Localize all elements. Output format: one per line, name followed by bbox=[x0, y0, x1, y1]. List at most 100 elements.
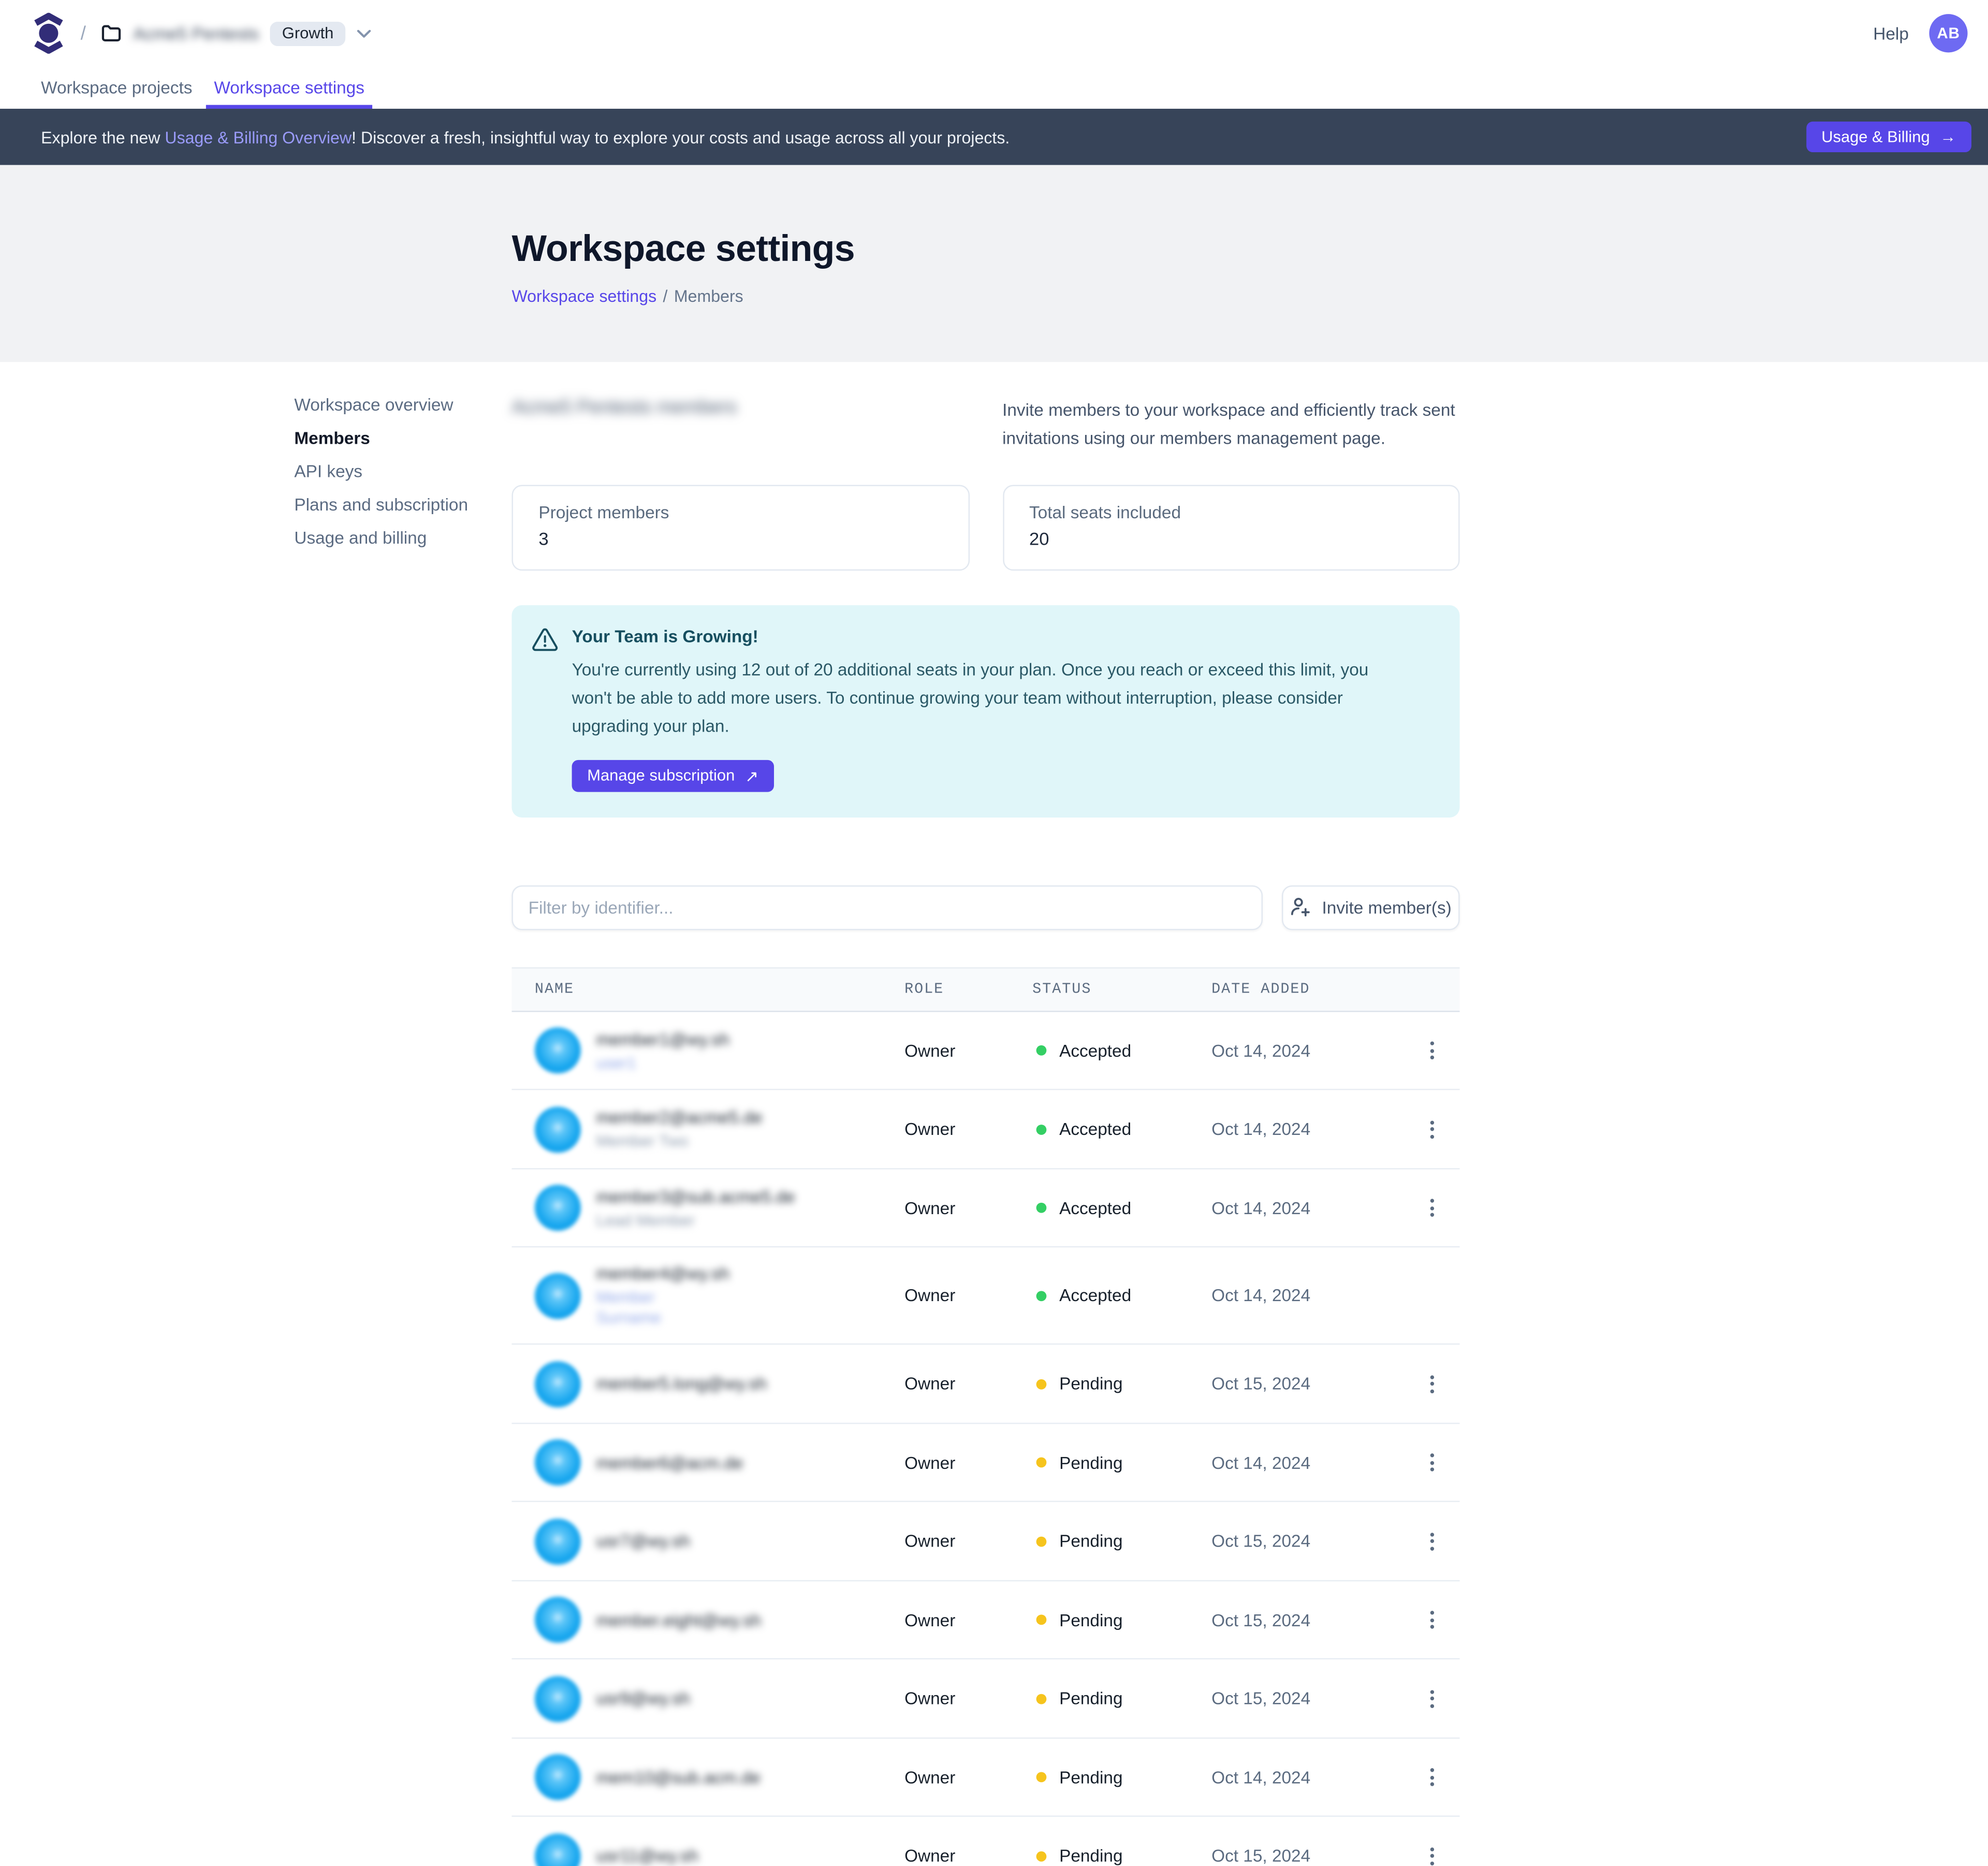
member-email: usr11@wy.sh bbox=[596, 1846, 699, 1865]
workspace-switcher[interactable]: Acme5 Pentests Growth bbox=[101, 21, 371, 46]
banner-text: Explore the new Usage & Billing Overview… bbox=[41, 127, 1010, 147]
status-dot-pending bbox=[1036, 1536, 1047, 1547]
member-username: Member Two bbox=[596, 1132, 689, 1150]
member-avatar bbox=[534, 1027, 581, 1074]
member-email: member6@acm.de bbox=[596, 1452, 743, 1473]
member-role: Owner bbox=[904, 1846, 956, 1865]
banner-link[interactable]: Usage & Billing Overview bbox=[165, 127, 352, 147]
member-role: Owner bbox=[904, 1767, 956, 1787]
member-username: user1 bbox=[596, 1053, 636, 1072]
member-status: Accepted bbox=[1059, 1286, 1132, 1306]
row-menu-icon[interactable] bbox=[1425, 1194, 1439, 1222]
plan-badge: Growth bbox=[270, 21, 345, 46]
table-row: mem10@sub.acm.de Owner Pending Oct 14, 2… bbox=[511, 1739, 1460, 1817]
member-role: Owner bbox=[904, 1041, 956, 1060]
member-avatar bbox=[534, 1675, 581, 1722]
member-date-added: Oct 14, 2024 bbox=[1211, 1198, 1311, 1218]
folder-icon bbox=[101, 24, 122, 42]
breadcrumb-separator: / bbox=[80, 22, 86, 45]
usage-billing-button[interactable]: Usage & Billing → bbox=[1806, 121, 1971, 153]
member-role: Owner bbox=[904, 1119, 956, 1139]
app-logo-icon[interactable] bbox=[32, 12, 65, 54]
row-menu-icon[interactable] bbox=[1425, 1527, 1439, 1555]
col-header-status: STATUS bbox=[1032, 981, 1092, 998]
row-menu-icon[interactable] bbox=[1425, 1037, 1439, 1065]
member-avatar bbox=[534, 1361, 581, 1407]
workspace-name: Acme5 Pentests bbox=[133, 23, 259, 43]
nav-plans-subscription[interactable]: Plans and subscription bbox=[294, 495, 469, 515]
member-avatar bbox=[534, 1439, 581, 1485]
row-menu-icon[interactable] bbox=[1425, 1606, 1439, 1634]
table-row: member3@sub.acme5.de Lead Member Owner A… bbox=[511, 1169, 1460, 1248]
nav-members[interactable]: Members bbox=[294, 428, 370, 448]
promo-banner: Explore the new Usage & Billing Overview… bbox=[0, 109, 1988, 165]
member-status: Pending bbox=[1059, 1767, 1123, 1787]
member-status: Pending bbox=[1059, 1531, 1123, 1551]
settings-nav: Workspace overview Members API keys Plan… bbox=[294, 395, 469, 563]
table-row: member.eight@wy.sh Owner Pending Oct 15,… bbox=[511, 1581, 1460, 1660]
row-menu-icon[interactable] bbox=[1425, 1763, 1439, 1791]
member-avatar bbox=[534, 1185, 581, 1231]
table-row: member2@acme5.de Member Two Owner Accept… bbox=[511, 1090, 1460, 1170]
status-dot-accepted bbox=[1036, 1290, 1047, 1301]
member-email: member1@wy.sh bbox=[596, 1029, 730, 1049]
member-date-added: Oct 15, 2024 bbox=[1211, 1531, 1311, 1551]
table-row: usr9@wy.sh Owner Pending Oct 15, 2024 bbox=[511, 1660, 1460, 1739]
member-username: Member bbox=[596, 1289, 655, 1307]
member-status: Pending bbox=[1059, 1688, 1123, 1708]
member-role: Owner bbox=[904, 1531, 956, 1551]
row-menu-icon[interactable] bbox=[1425, 1369, 1439, 1397]
member-email: mem10@sub.acm.de bbox=[596, 1767, 761, 1787]
col-header-date-added: DATE ADDED bbox=[1211, 981, 1310, 998]
chevron-down-icon[interactable] bbox=[357, 29, 371, 38]
member-role: Owner bbox=[904, 1198, 956, 1218]
row-menu-icon[interactable] bbox=[1425, 1115, 1439, 1143]
filter-input[interactable] bbox=[511, 885, 1263, 930]
arrow-right-icon: → bbox=[1940, 128, 1956, 146]
member-date-added: Oct 14, 2024 bbox=[1211, 1286, 1311, 1306]
external-arrow-icon: ↗ bbox=[745, 767, 758, 785]
table-row: usr7@wy.sh Owner Pending Oct 15, 2024 bbox=[511, 1503, 1460, 1581]
tab-workspace-settings[interactable]: Workspace settings bbox=[206, 66, 372, 109]
row-menu-icon[interactable] bbox=[1425, 1448, 1439, 1476]
breadcrumb: Workspace settings / Members bbox=[511, 287, 1988, 306]
members-section-title: Acme5 Pentests members bbox=[511, 397, 737, 419]
stat-card-project-members: Project members 3 bbox=[511, 485, 969, 571]
nav-usage-billing[interactable]: Usage and billing bbox=[294, 528, 427, 548]
member-status: Accepted bbox=[1059, 1041, 1132, 1060]
row-menu-icon[interactable] bbox=[1425, 1842, 1439, 1866]
table-header: NAME ROLE STATUS DATE ADDED bbox=[511, 967, 1460, 1012]
breadcrumb-link[interactable]: Workspace settings bbox=[511, 286, 657, 306]
page-title: Workspace settings bbox=[511, 229, 855, 270]
status-dot-pending bbox=[1036, 1850, 1047, 1861]
members-section-description: Invite members to your workspace and eff… bbox=[1002, 400, 1455, 447]
user-avatar[interactable]: AB bbox=[1929, 14, 1968, 53]
member-avatar bbox=[534, 1106, 581, 1153]
member-email: member.eight@wy.sh bbox=[596, 1610, 762, 1629]
member-avatar bbox=[534, 1832, 581, 1866]
nav-api-keys[interactable]: API keys bbox=[294, 462, 363, 482]
member-role: Owner bbox=[904, 1688, 956, 1708]
col-header-name: NAME bbox=[534, 981, 575, 998]
invite-members-button[interactable]: Invite member(s) bbox=[1282, 885, 1460, 930]
member-status: Pending bbox=[1059, 1374, 1123, 1394]
member-email: member4@wy.sh bbox=[596, 1264, 730, 1284]
person-plus-icon bbox=[1290, 897, 1312, 918]
member-status: Pending bbox=[1059, 1610, 1123, 1629]
tab-workspace-projects[interactable]: Workspace projects bbox=[41, 78, 193, 97]
member-status: Pending bbox=[1059, 1846, 1123, 1865]
stat-label: Project members bbox=[538, 503, 669, 522]
member-role: Owner bbox=[904, 1286, 956, 1306]
help-link[interactable]: Help bbox=[1873, 23, 1909, 43]
member-role: Owner bbox=[904, 1452, 956, 1473]
table-row: member6@acm.de Owner Pending Oct 14, 202… bbox=[511, 1424, 1460, 1503]
alert-body: You're currently using 12 out of 20 addi… bbox=[572, 660, 1369, 736]
nav-workspace-overview[interactable]: Workspace overview bbox=[294, 395, 454, 415]
status-dot-pending bbox=[1036, 1378, 1047, 1389]
breadcrumb-current: Members bbox=[674, 286, 743, 306]
status-dot-accepted bbox=[1036, 1124, 1047, 1134]
row-menu-icon[interactable] bbox=[1425, 1684, 1439, 1712]
manage-subscription-button[interactable]: Manage subscription ↗ bbox=[572, 760, 774, 792]
status-dot-pending bbox=[1036, 1457, 1047, 1468]
stat-value: 3 bbox=[538, 529, 549, 549]
